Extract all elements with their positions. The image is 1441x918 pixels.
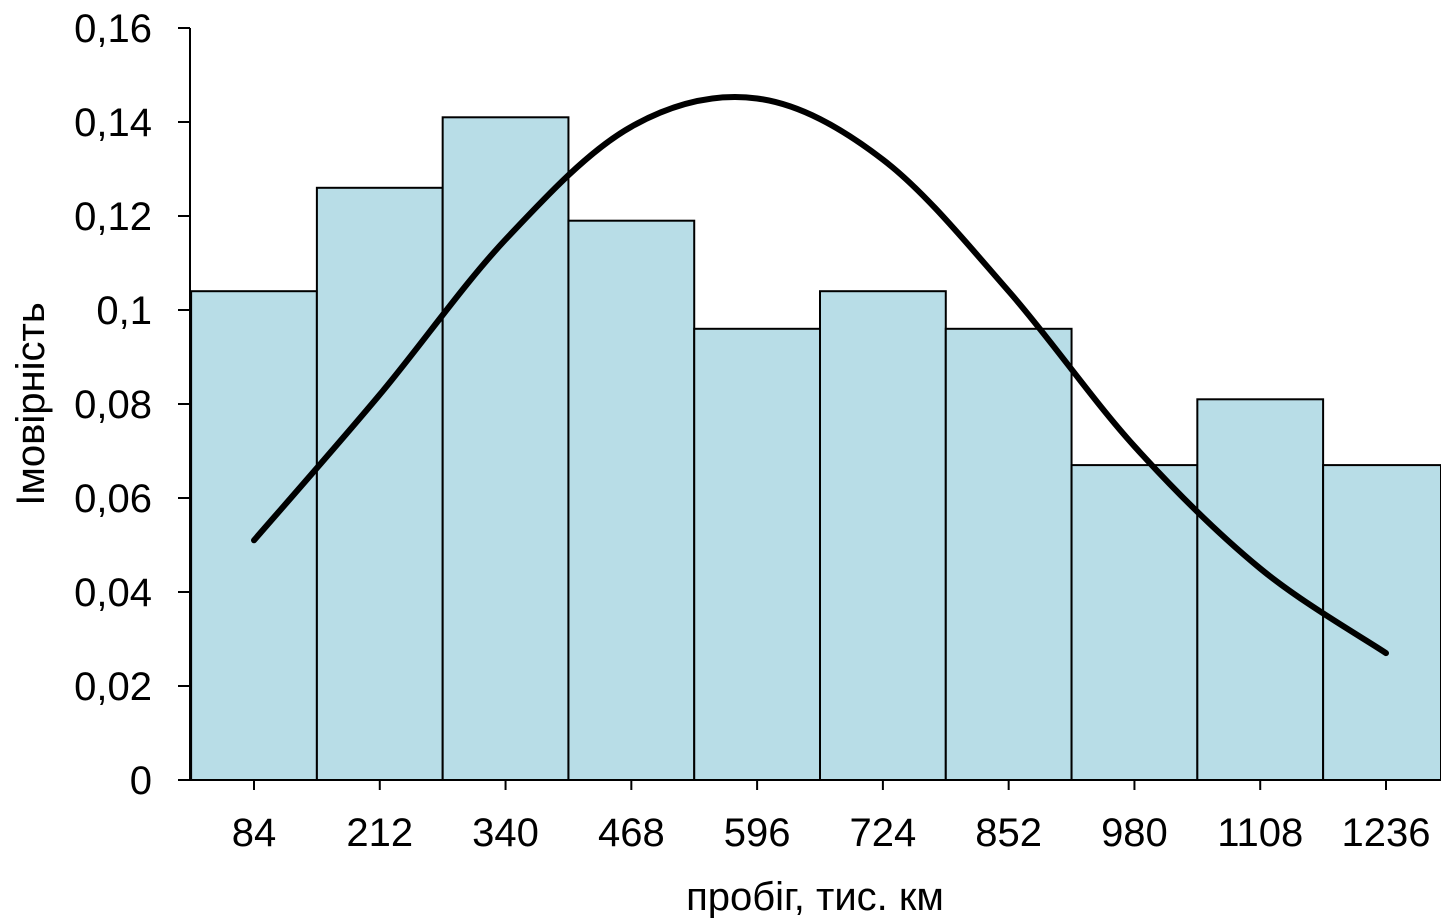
x-axis-title: пробіг, тис. км (686, 875, 944, 918)
y-tick-label: 0 (130, 759, 152, 803)
x-tick-label: 1236 (1342, 811, 1431, 855)
curve-group (251, 94, 1389, 657)
histogram-bar-596 (693, 327, 822, 781)
histogram-bar-852 (944, 327, 1073, 781)
y-tick-label: 0,06 (74, 477, 152, 521)
histogram-bar-212 (315, 186, 444, 782)
x-tick-label: 852 (975, 811, 1042, 855)
distribution-curve (251, 94, 1389, 657)
x-tick-label: 84 (232, 811, 277, 855)
y-tick-label: 0,14 (74, 101, 152, 145)
y-tick-label: 0,02 (74, 665, 152, 709)
histogram-bar-724 (819, 290, 947, 781)
histogram-bar-468 (567, 219, 696, 781)
bars-group (190, 116, 1441, 782)
histogram-bar-84 (190, 290, 318, 781)
histogram-bar-1108 (1196, 398, 1325, 781)
x-tick-label: 212 (346, 811, 413, 855)
y-axis-title: Імовірність (9, 302, 53, 505)
histogram-bar-980 (1070, 464, 1199, 781)
x-tick-label: 340 (472, 811, 539, 855)
histogram-bar-340 (441, 116, 570, 782)
y-tick-label: 0,16 (74, 7, 152, 51)
x-tick-label: 596 (724, 811, 791, 855)
x-tick-label: 724 (850, 811, 917, 855)
x-tick-label: 980 (1101, 811, 1168, 855)
y-ticks-group: 0 0,02 0,04 0,06 0,08 0,1 0,12 0,14 0,16 (74, 7, 190, 803)
x-tick-label: 468 (598, 811, 665, 855)
x-ticks-group: 84 212 340 468 596 724 852 980 1108 1236 (232, 780, 1431, 855)
y-tick-label: 0,08 (74, 383, 152, 427)
y-tick-label: 0,1 (96, 289, 152, 333)
x-tick-label: 1108 (1217, 811, 1303, 855)
y-tick-label: 0,04 (74, 571, 152, 615)
y-tick-label: 0,12 (74, 195, 152, 239)
